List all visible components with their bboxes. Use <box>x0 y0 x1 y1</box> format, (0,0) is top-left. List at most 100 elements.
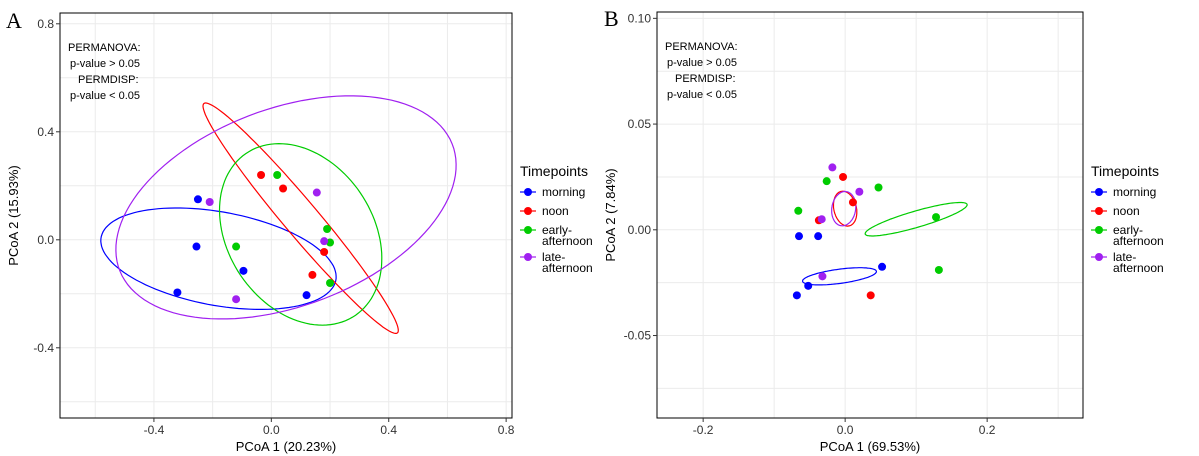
panel-a-ellipse-late-afternoon <box>115 95 457 320</box>
panel-b-frame <box>656 11 1084 419</box>
panel-b-legend-label: late- <box>1113 250 1136 264</box>
panel-b-y-axis-title: PCoA 2 (7.84%) <box>603 168 618 261</box>
panel-b-legend-label: early- <box>1113 223 1143 237</box>
panel-a-point-noon <box>257 171 266 179</box>
panel-b-x-tick-label: -0.2 <box>693 423 714 437</box>
panel-a-y-tick-label: 0.4 <box>37 125 54 139</box>
panel-b-point-morning <box>878 262 887 271</box>
panel-a-legend-key-point <box>524 207 532 215</box>
panel-a-annotation-line: p-value < 0.05 <box>70 90 140 102</box>
panel-a-annotation: PERMANOVA: p-value > 0.05 PERMDISP: p-value… <box>68 42 141 102</box>
panel-b-point-late-afternoon <box>818 272 827 281</box>
panel-a-point-late-afternoon <box>232 295 241 304</box>
panel-b-point-late-afternoon <box>855 187 864 196</box>
panel-b-point-late-afternoon <box>828 163 837 172</box>
panel-b-point-morning <box>792 291 801 300</box>
panel-a-legend-label: afternoon <box>542 261 593 275</box>
panel-a-ellipse-early-afternoon <box>218 142 383 326</box>
panel-a-point-morning <box>173 288 182 297</box>
panel-b-ticks: -0.2 0.0 0.2 -0.05 0.00 0.05 0.10 <box>624 11 996 437</box>
panel-a-y-axis-title: PCoA 2 (15.93%) <box>6 165 21 265</box>
panel-b-point-morning <box>804 281 813 290</box>
panel-a-ticks: -0.4 0.0 0.4 0.8 -0.4 0.0 0.4 0.8 <box>33 17 514 437</box>
panel-b-legend-label: afternoon <box>1113 261 1164 275</box>
panel-b-point-early-afternoon <box>934 265 943 274</box>
panel-a-ellipse-morning <box>100 207 337 310</box>
panel-b-ellipse-noon <box>832 190 858 227</box>
panel-b-legend-key-point <box>1095 253 1103 261</box>
panel-a-ellipses <box>100 95 457 334</box>
panel-a-point-late-afternoon <box>205 198 214 206</box>
panel-b-legend-title: Timepoints <box>1091 163 1159 179</box>
panel-a-point-late-afternoon <box>320 237 329 246</box>
panel-b-ellipse-morning <box>801 267 878 286</box>
panel-b-annotation-line: PERMANOVA: <box>665 41 738 53</box>
panel-a-legend-key-point <box>524 226 532 234</box>
panel-a-point-early-afternoon <box>232 242 241 251</box>
panel-b-point-early-afternoon <box>874 183 883 192</box>
panel-b-ellipse-late-afternoon <box>831 190 857 227</box>
panel-b-legend-key-point <box>1095 207 1103 215</box>
panel-a-legend-key-point <box>524 188 532 196</box>
panel-a-legend: Timepointsmorningnoonearly-afternoonlate… <box>520 163 593 275</box>
panel-a-legend-label: early- <box>542 223 572 237</box>
panel-b-point-early-afternoon <box>932 213 941 222</box>
panel-b-point-early-afternoon <box>822 177 831 186</box>
panel-b-point-early-afternoon <box>794 206 803 215</box>
panel-a-letter: A <box>6 8 22 33</box>
panel-b-x-axis-title: PCoA 1 (69.53%) <box>820 439 920 454</box>
panel-b-x-tick-label: 0.0 <box>837 423 854 437</box>
panel-a-x-tick-label: 0.8 <box>498 423 515 437</box>
panel-a-point-morning <box>193 195 202 204</box>
panel-b-annotation-line: PERMDISP: <box>675 73 736 85</box>
panel-b-point-morning <box>814 232 823 241</box>
panel-b-ellipse-early-afternoon <box>864 201 968 237</box>
panel-a-point-morning <box>239 266 248 275</box>
panel-a-point-early-afternoon <box>323 225 332 233</box>
panel-a-point-morning <box>302 291 311 300</box>
panel-b-y-tick-label: 0.10 <box>628 11 652 25</box>
panel-a-x-tick-label: 0.0 <box>263 423 280 437</box>
panel-a-point-morning <box>192 242 201 251</box>
panel-a-point-early-afternoon <box>326 279 335 287</box>
panel-a-point-noon <box>279 184 288 193</box>
panel-b-letter: B <box>604 6 619 31</box>
panel-b-legend: Timepointsmorningnoonearly-afternoonlate… <box>1091 163 1164 275</box>
panel-b: B -0.2 0.0 0.2 -0.05 0.00 0.05 0.10 PERMANOVA:… <box>603 6 1164 454</box>
panel-b-points <box>792 163 943 300</box>
panel-b-annotation-line: p-value < 0.05 <box>667 89 737 101</box>
panel-a-annotation-line: PERMANOVA: <box>68 42 141 54</box>
panel-b-legend-label: afternoon <box>1113 234 1164 248</box>
panel-a-legend-key-point <box>524 253 532 261</box>
panel-a-y-tick-label: -0.4 <box>33 341 54 355</box>
panel-a-legend-label: afternoon <box>542 234 593 248</box>
panel-b-legend-key-point <box>1095 188 1103 196</box>
panel-b-annotation: PERMANOVA: p-value > 0.05 PERMDISP: p-value… <box>665 41 738 101</box>
panel-b-point-late-afternoon <box>817 215 826 224</box>
panel-a-point-late-afternoon <box>312 188 321 197</box>
panel-b-y-tick-label: 0.00 <box>628 223 652 237</box>
panel-b-annotation-line: p-value > 0.05 <box>667 57 737 69</box>
panel-a-frame <box>59 12 513 419</box>
panel-b-y-tick-label: -0.05 <box>624 329 652 343</box>
panel-b-point-noon <box>866 291 875 300</box>
panel-a-point-early-afternoon <box>273 171 282 179</box>
panel-b-x-tick-label: 0.2 <box>979 423 996 437</box>
panel-a-x-tick-label: 0.4 <box>380 423 397 437</box>
panel-a-point-noon <box>308 270 317 279</box>
panel-a-ellipse-noon <box>202 102 399 334</box>
panel-a-legend-title: Timepoints <box>520 163 588 179</box>
panel-a-y-tick-label: 0.8 <box>37 17 54 31</box>
panel-a-y-tick-label: 0.0 <box>37 233 54 247</box>
panel-a: A -0.4 0.0 0.4 0.8 -0.4 0.0 0.4 0.8 PERMANOVA: p… <box>6 8 593 454</box>
panel-b-grid <box>657 12 1083 418</box>
panel-a-legend-label: late- <box>542 250 565 264</box>
panel-b-point-morning <box>795 232 803 241</box>
panel-a-annotation-line: PERMDISP: <box>78 74 139 86</box>
panel-a-legend-label: noon <box>542 204 569 218</box>
panel-b-legend-label: morning <box>1113 185 1156 199</box>
panel-a-annotation-line: p-value > 0.05 <box>70 58 140 70</box>
panel-b-point-noon <box>839 172 848 181</box>
panel-b-point-noon <box>848 198 857 207</box>
